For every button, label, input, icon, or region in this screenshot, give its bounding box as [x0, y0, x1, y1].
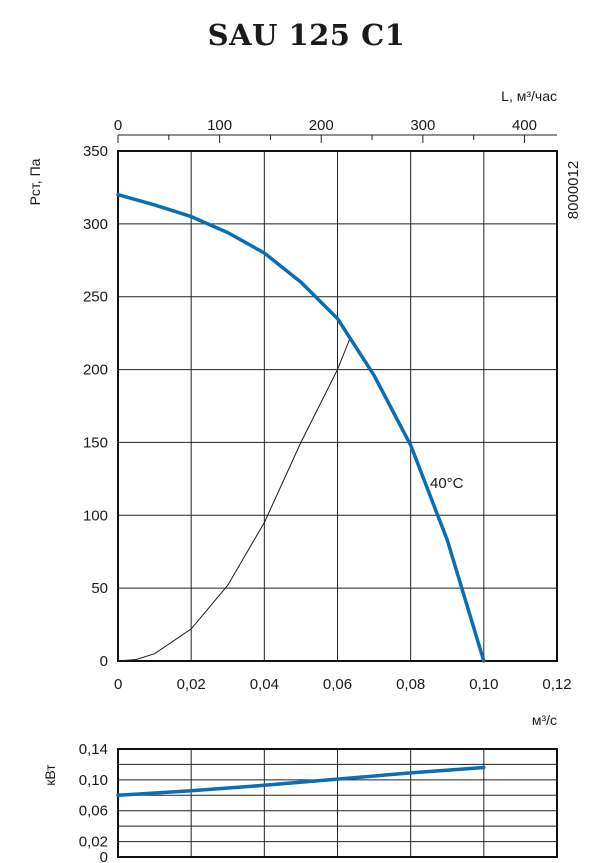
x-axis-label: м³/с — [532, 712, 557, 728]
plot-frame — [117, 150, 558, 662]
y-tick-label: 50 — [91, 580, 108, 597]
top-axis-tick-label: 300 — [410, 117, 435, 134]
power-y-tick-label: 0,10 — [79, 772, 108, 789]
y-tick-label: 0 — [100, 653, 108, 670]
power-y-tick-label: 0,14 — [79, 741, 108, 758]
power-y-tick-label: 0,06 — [79, 803, 108, 820]
system-resistance-curve — [117, 337, 351, 662]
series-label-40c: 40°C — [430, 475, 464, 492]
top-axis-tick-label: 0 — [114, 117, 122, 134]
y-tick-label: 200 — [83, 362, 108, 379]
y-tick-label: 350 — [83, 143, 108, 160]
product-code: 8000012 — [565, 161, 582, 219]
power-curve — [116, 765, 486, 798]
power-y-tick-label: 0 — [100, 849, 108, 863]
y-tick-label: 150 — [83, 434, 108, 451]
x-tick-label: 0,04 — [250, 676, 279, 693]
top-axis-tick-label: 100 — [207, 117, 232, 134]
power-y-axis-label: кВт — [42, 764, 58, 786]
chart-title: SAU 125 C1 — [207, 18, 406, 52]
x-tick-label: 0,02 — [177, 676, 206, 693]
y-tick-label: 250 — [83, 289, 108, 306]
y-tick-label: 300 — [83, 216, 108, 233]
x-tick-label: 0,10 — [469, 676, 498, 693]
fan-curve-40c — [116, 192, 486, 663]
y-axis-label: Pст, Па — [27, 158, 43, 205]
power-y-tick-label: 0,02 — [79, 834, 108, 851]
power-plot-frame — [117, 748, 558, 858]
x-tick-label: 0,12 — [542, 676, 571, 693]
top-axis-tick-label: 200 — [309, 117, 334, 134]
x-tick-label: 0 — [114, 676, 122, 693]
top-axis-tick-label: 400 — [512, 117, 537, 134]
x-tick-label: 0,06 — [323, 676, 352, 693]
y-tick-label: 100 — [83, 507, 108, 524]
top-axis-label: L, м³/час — [501, 88, 557, 104]
x-tick-label: 0,08 — [396, 676, 425, 693]
